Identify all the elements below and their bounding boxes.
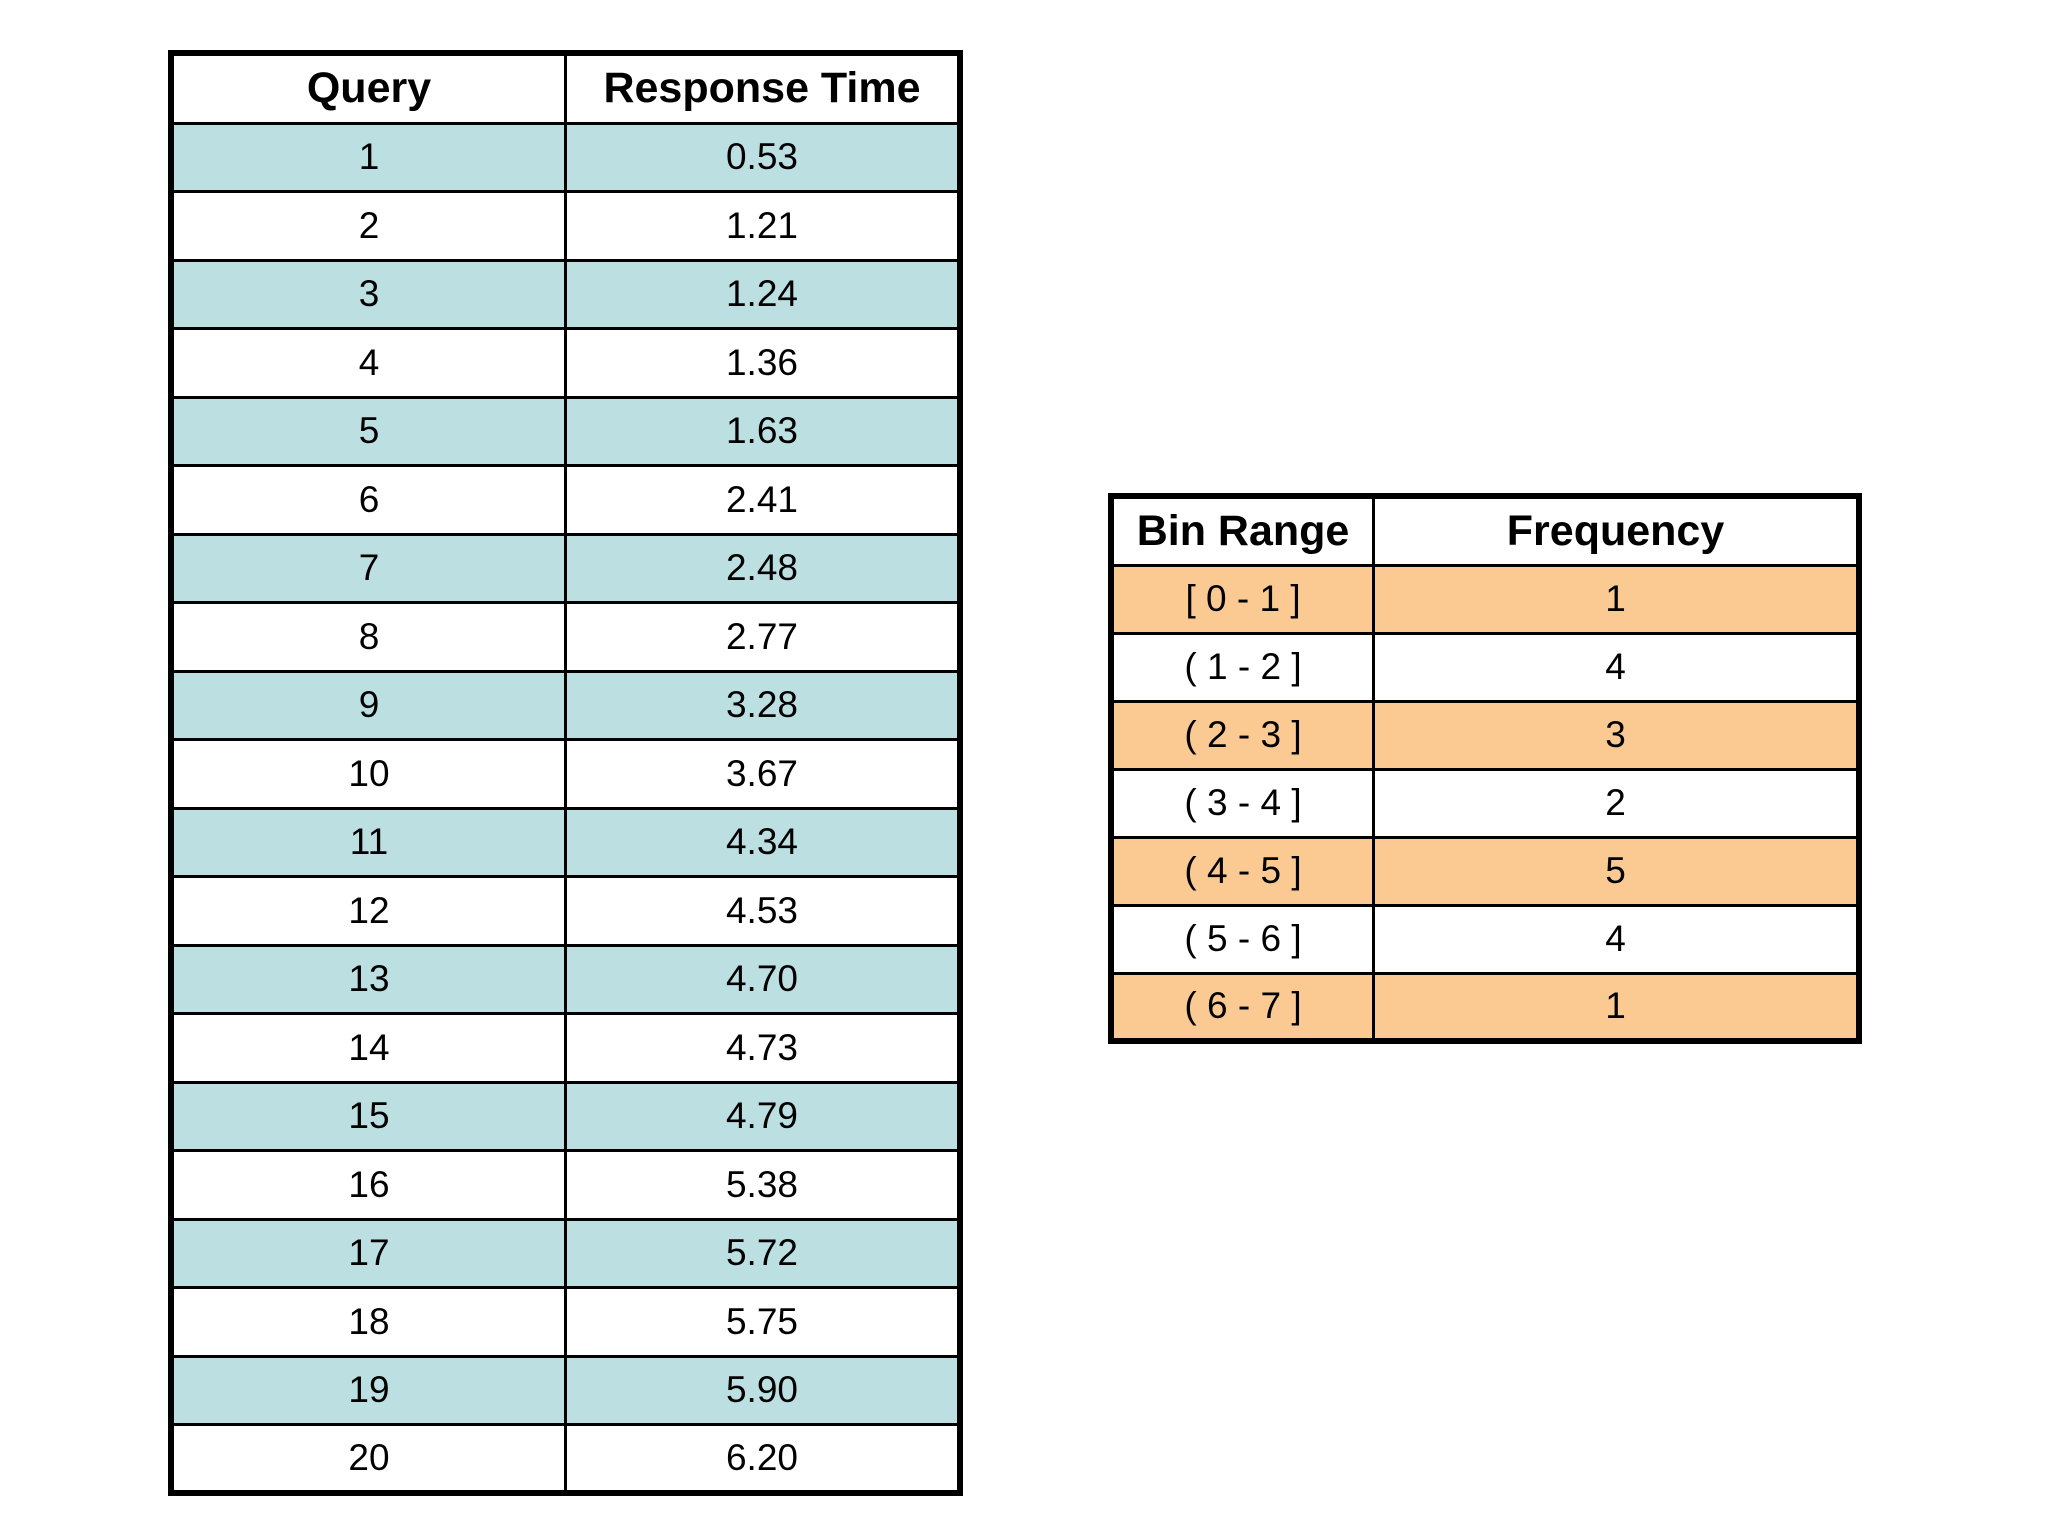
query-cell: 1 xyxy=(169,121,567,193)
query-cell: 14 xyxy=(169,1012,567,1084)
query-cell: 17 xyxy=(169,1217,567,1289)
table-row: 16 5.38 xyxy=(169,1149,962,1221)
table-row: 5 1.63 xyxy=(169,395,962,467)
table-row: 17 5.72 xyxy=(169,1217,962,1289)
table-row: 8 2.77 xyxy=(169,601,962,673)
bin-range-cell: ( 4 - 5 ] xyxy=(1109,835,1376,907)
query-cell: 5 xyxy=(169,395,567,467)
query-cell: 2 xyxy=(169,190,567,262)
response-time-cell: 4.70 xyxy=(564,943,962,1015)
response-time-cell: 1.63 xyxy=(564,395,962,467)
query-cell: 3 xyxy=(169,258,567,330)
response-time-cell: 1.21 xyxy=(564,190,962,262)
table-row: 6 2.41 xyxy=(169,464,962,536)
frequency-cell: 1 xyxy=(1372,971,1861,1043)
frequency-cell: 2 xyxy=(1372,767,1861,839)
response-time-cell: 5.72 xyxy=(564,1217,962,1289)
query-cell: 10 xyxy=(169,738,567,810)
frequency-cell: 4 xyxy=(1372,631,1861,703)
bin-table-header-row: Bin Range Frequency xyxy=(1109,494,1861,567)
table-row: ( 2 - 3 ] 3 xyxy=(1109,699,1861,771)
bin-range-cell: ( 6 - 7 ] xyxy=(1109,971,1376,1043)
table-row: 19 5.90 xyxy=(169,1354,962,1426)
table-row: 12 4.53 xyxy=(169,875,962,947)
bin-range-header-cell: Bin Range xyxy=(1109,494,1376,567)
response-time-cell: 5.90 xyxy=(564,1354,962,1426)
query-table-body: 1 0.53 2 1.21 3 1.24 4 1.36 5 1.63 6 2.41 7 2.48 8 2.77… xyxy=(169,121,962,1495)
query-header-cell: Query xyxy=(169,51,567,125)
response-time-cell: 0.53 xyxy=(564,121,962,193)
query-cell: 20 xyxy=(169,1423,567,1495)
response-time-cell: 4.79 xyxy=(564,1080,962,1152)
table-row: ( 5 - 6 ] 4 xyxy=(1109,903,1861,975)
query-table-header: Query Response Time xyxy=(169,51,962,125)
response-time-cell: 2.48 xyxy=(564,532,962,604)
response-time-cell: 1.36 xyxy=(564,327,962,399)
query-cell: 9 xyxy=(169,669,567,741)
bin-table-header: Bin Range Frequency xyxy=(1109,494,1861,567)
response-time-cell: 6.20 xyxy=(564,1423,962,1495)
bin-range-cell: ( 5 - 6 ] xyxy=(1109,903,1376,975)
table-row: 14 4.73 xyxy=(169,1012,962,1084)
frequency-cell: 4 xyxy=(1372,903,1861,975)
response-time-cell: 5.75 xyxy=(564,1286,962,1358)
response-time-header-cell: Response Time xyxy=(564,51,962,125)
response-time-cell: 4.34 xyxy=(564,806,962,878)
query-cell: 4 xyxy=(169,327,567,399)
query-cell: 15 xyxy=(169,1080,567,1152)
table-row: 11 4.34 xyxy=(169,806,962,878)
response-time-cell: 1.24 xyxy=(564,258,962,330)
query-response-time-table: Query Response Time 1 0.53 2 1.21 3 1.24 4 1.36… xyxy=(168,50,963,1496)
table-row: 3 1.24 xyxy=(169,258,962,330)
response-time-cell: 4.53 xyxy=(564,875,962,947)
query-cell: 8 xyxy=(169,601,567,673)
response-time-cell: 5.38 xyxy=(564,1149,962,1221)
table-row: ( 3 - 4 ] 2 xyxy=(1109,767,1861,839)
table-row: ( 6 - 7 ] 1 xyxy=(1109,971,1861,1043)
frequency-cell: 3 xyxy=(1372,699,1861,771)
frequency-header-cell: Frequency xyxy=(1372,494,1861,567)
bin-range-cell: ( 1 - 2 ] xyxy=(1109,631,1376,703)
table-row: 13 4.70 xyxy=(169,943,962,1015)
table-row: 20 6.20 xyxy=(169,1423,962,1495)
table-row: ( 1 - 2 ] 4 xyxy=(1109,631,1861,703)
response-time-cell: 2.77 xyxy=(564,601,962,673)
frequency-cell: 5 xyxy=(1372,835,1861,907)
bin-frequency-table: Bin Range Frequency [ 0 - 1 ] 1( 1 - 2 ] 4… xyxy=(1108,493,1862,1044)
query-cell: 13 xyxy=(169,943,567,1015)
table-row: 4 1.36 xyxy=(169,327,962,399)
bin-range-cell: [ 0 - 1 ] xyxy=(1109,563,1376,635)
response-time-cell: 3.67 xyxy=(564,738,962,810)
frequency-cell: 1 xyxy=(1372,563,1861,635)
table-row: 7 2.48 xyxy=(169,532,962,604)
query-cell: 6 xyxy=(169,464,567,536)
bin-range-cell: ( 3 - 4 ] xyxy=(1109,767,1376,839)
table-row: ( 4 - 5 ] 5 xyxy=(1109,835,1861,907)
table-row: 18 5.75 xyxy=(169,1286,962,1358)
response-time-cell: 3.28 xyxy=(564,669,962,741)
table-row: 15 4.79 xyxy=(169,1080,962,1152)
query-cell: 18 xyxy=(169,1286,567,1358)
response-time-cell: 2.41 xyxy=(564,464,962,536)
table-row: 1 0.53 xyxy=(169,121,962,193)
query-table-header-row: Query Response Time xyxy=(169,51,962,125)
query-cell: 16 xyxy=(169,1149,567,1221)
table-row: 10 3.67 xyxy=(169,738,962,810)
response-time-cell: 4.73 xyxy=(564,1012,962,1084)
query-cell: 11 xyxy=(169,806,567,878)
table-row: 9 3.28 xyxy=(169,669,962,741)
query-cell: 19 xyxy=(169,1354,567,1426)
table-row: 2 1.21 xyxy=(169,190,962,262)
bin-range-cell: ( 2 - 3 ] xyxy=(1109,699,1376,771)
bin-table-body: [ 0 - 1 ] 1( 1 - 2 ] 4( 2 - 3 ] 3( 3 - 4 ] 2… xyxy=(1109,563,1861,1043)
query-cell: 12 xyxy=(169,875,567,947)
query-cell: 7 xyxy=(169,532,567,604)
table-row: [ 0 - 1 ] 1 xyxy=(1109,563,1861,635)
